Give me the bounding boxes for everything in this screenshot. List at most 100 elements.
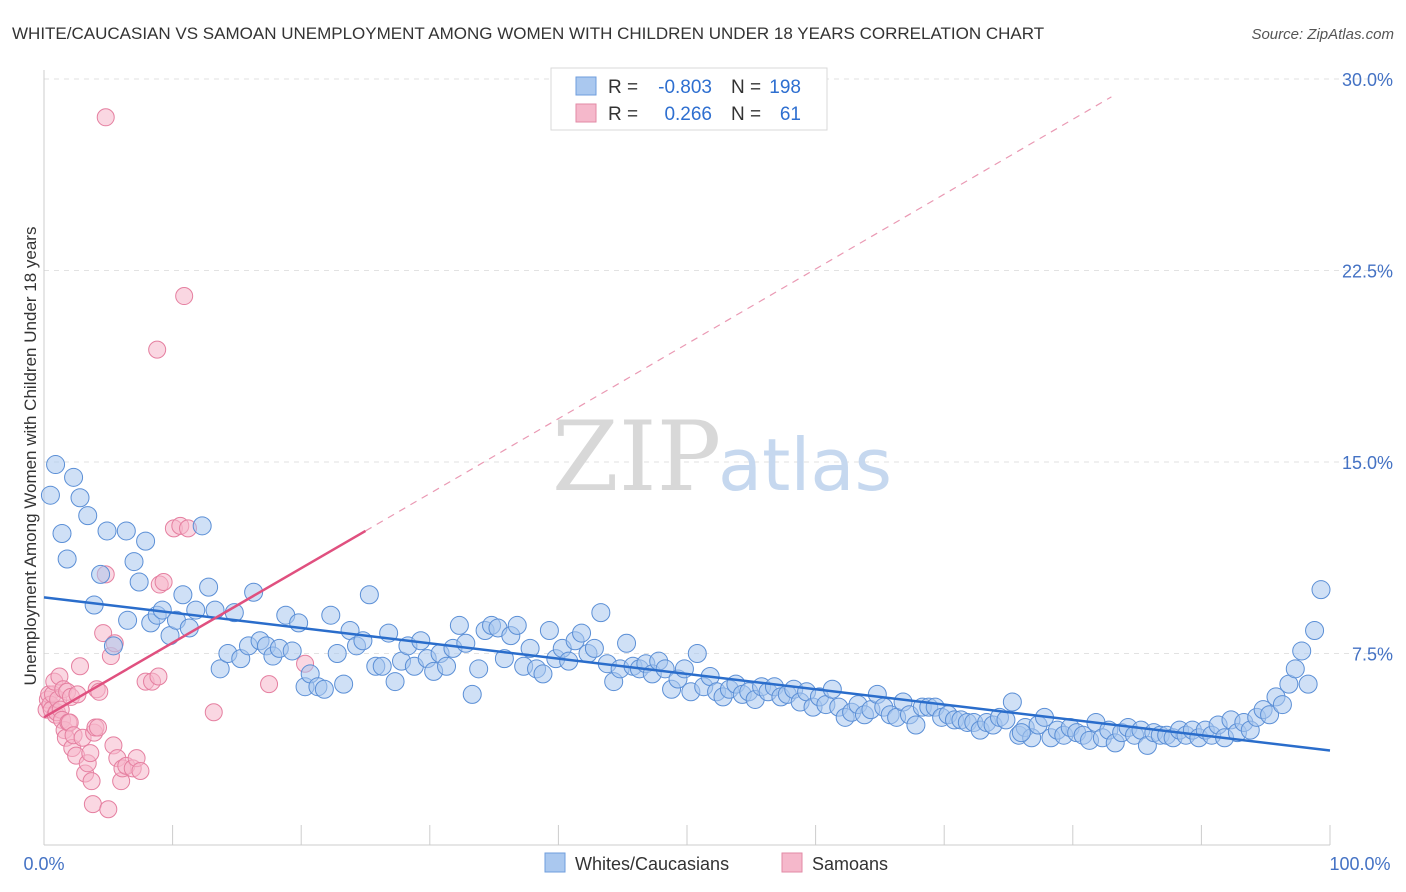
whites-point-85 [584, 638, 604, 658]
whites-point-14 [129, 572, 149, 592]
correlation-legend: R = -0.803 N = 198 R = 0.266 N = 61 [550, 67, 828, 131]
whites-point-86 [591, 603, 611, 623]
samoans-trendline [43, 529, 367, 719]
whites-point-62 [437, 656, 457, 676]
watermark: ZIP atlas [552, 401, 892, 513]
y-tick-label-3: 30.0% [1342, 70, 1393, 90]
legend-r-value-samoans: 0.266 [664, 104, 712, 125]
samoans-point-60 [260, 675, 279, 694]
trendlines [43, 96, 1331, 752]
legend-n-label-whites: N = [731, 77, 761, 98]
samoans-point-52 [149, 667, 168, 686]
legend-r-value-whites: -0.803 [658, 77, 712, 98]
whites-point-198 [1311, 580, 1331, 600]
legend-r-label-whites: R = [608, 77, 638, 98]
whites-point-12 [118, 610, 138, 630]
samoans-point-51 [148, 340, 167, 359]
legend-r-label-samoans: R = [608, 104, 638, 125]
whites-point-65 [456, 633, 476, 653]
whites-points [40, 455, 1331, 755]
y-tick-label-0: 7.5% [1352, 645, 1393, 665]
whites-point-66 [462, 684, 482, 704]
series-legend-swatch-whites [544, 852, 566, 873]
whites-point-8 [91, 564, 111, 584]
whites-point-78 [539, 621, 559, 641]
samoans-point-28 [81, 744, 100, 763]
whites-point-83 [572, 623, 592, 643]
gridlines [44, 78, 1392, 654]
whites-point-90 [617, 633, 637, 653]
whites-point-45 [327, 644, 347, 663]
whites-point-71 [494, 649, 514, 669]
whites-point-43 [314, 679, 334, 699]
samoans-point-57 [175, 287, 194, 306]
series-legend-label-samoans: Samoans [812, 854, 888, 874]
legend-swatch-samoans [575, 103, 597, 123]
whites-point-2 [52, 523, 72, 543]
y-tick-label-1: 15.0% [1342, 453, 1393, 473]
whites-point-10 [103, 636, 123, 656]
whites-point-135 [906, 715, 926, 735]
x-tick-label-max: 100.0% [1329, 854, 1390, 874]
whites-point-6 [78, 506, 98, 526]
whites-point-54 [385, 672, 405, 692]
whites-point-4 [64, 467, 84, 487]
whites-point-50 [359, 585, 379, 605]
whites-point-32 [244, 582, 264, 602]
whites-point-52 [372, 656, 392, 676]
x-axis-ticks [43, 825, 1331, 845]
samoans-point-36 [94, 624, 113, 643]
legend-n-label-samoans: N = [731, 104, 761, 125]
whites-point-3 [57, 549, 77, 569]
whites-point-38 [282, 641, 302, 661]
samoans-trendline-extension [365, 96, 1112, 532]
legend-swatch-whites [575, 76, 597, 96]
whites-point-25 [199, 577, 219, 597]
y-axis-label: Unemployment Among Women with Children U… [21, 227, 40, 686]
samoans-point-62 [96, 108, 115, 127]
samoans-points [37, 108, 315, 819]
legend-n-value-samoans: 61 [780, 104, 801, 125]
legend-n-value-whites: 198 [769, 77, 801, 98]
samoans-point-24 [71, 657, 90, 676]
watermark-zip: ZIP [552, 401, 721, 513]
whites-point-13 [124, 552, 144, 572]
whites-point-195 [1292, 641, 1312, 661]
whites-point-190 [1260, 705, 1280, 725]
whites-point-96 [655, 659, 675, 679]
whites-point-27 [210, 659, 230, 679]
samoans-point-59 [204, 703, 223, 722]
source-credit: Source: ZipAtlas.com [1251, 26, 1394, 43]
whites-point-21 [173, 585, 193, 605]
series-legend-swatch-samoans [781, 852, 803, 873]
samoans-point-34 [89, 718, 108, 737]
x-tick-label-min: 0.0% [23, 854, 64, 874]
whites-point-199 [1011, 723, 1031, 743]
whites-point-0 [40, 485, 60, 505]
samoans-point-54 [154, 573, 173, 592]
whites-point-44 [321, 605, 341, 625]
whites-point-64 [449, 615, 469, 635]
samoans-point-29 [82, 772, 101, 791]
chart-title: WHITE/CAUCASIAN VS SAMOAN UNEMPLOYMENT A… [12, 24, 1044, 43]
whites-point-75 [520, 638, 540, 658]
whites-point-67 [469, 659, 489, 679]
whites-point-196 [1298, 674, 1318, 694]
whites-point-73 [507, 615, 527, 635]
watermark-atlas: atlas [718, 423, 892, 507]
whites-trendline [43, 596, 1331, 752]
samoans-point-30 [83, 795, 102, 814]
legend-box [550, 67, 828, 131]
y-tick-labels: 7.5% 15.0% 22.5% 30.0% [1342, 70, 1393, 665]
whites-point-197 [1305, 621, 1325, 641]
samoans-point-38 [99, 800, 118, 819]
whites-point-5 [70, 488, 90, 508]
samoans-point-48 [131, 761, 150, 780]
whites-point-46 [334, 674, 354, 694]
whites-point-15 [136, 531, 156, 551]
whites-point-24 [192, 516, 212, 536]
series-legend-label-whites: Whites/Caucasians [575, 854, 729, 874]
whites-point-9 [97, 521, 117, 541]
whites-point-1 [46, 455, 66, 475]
